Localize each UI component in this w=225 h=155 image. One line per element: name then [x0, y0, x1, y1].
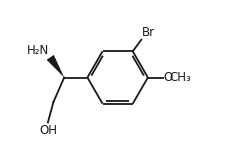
Polygon shape — [46, 55, 64, 78]
Text: OH: OH — [39, 124, 57, 137]
Text: O: O — [163, 71, 172, 84]
Text: H₂N: H₂N — [27, 44, 49, 57]
Text: Br: Br — [142, 26, 155, 39]
Text: CH₃: CH₃ — [169, 71, 191, 84]
